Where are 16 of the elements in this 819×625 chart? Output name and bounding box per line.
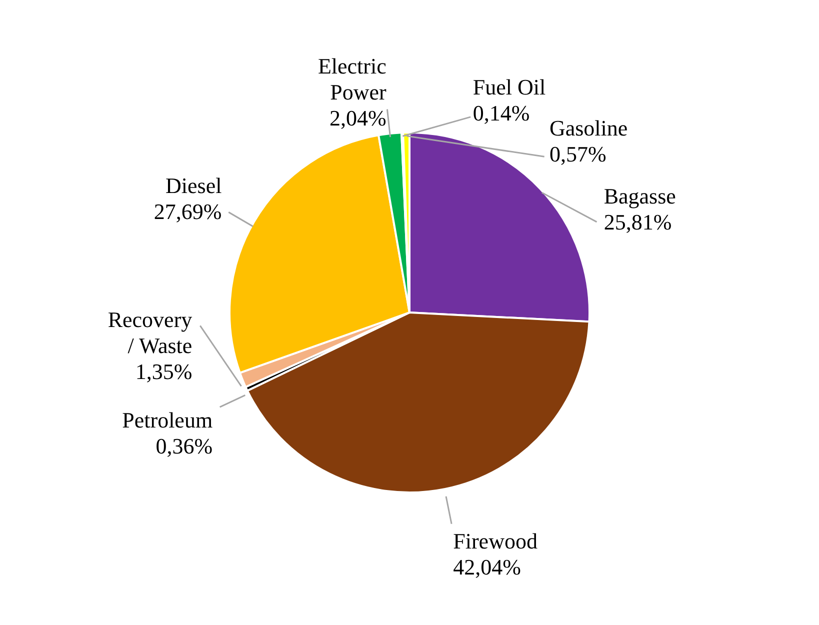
slice-label: Gasoline xyxy=(549,115,628,140)
slice-label: Diesel xyxy=(165,173,222,198)
data-label: 27,69% xyxy=(154,199,222,224)
slice-label: Petroleum xyxy=(122,407,213,432)
data-label: 0,57% xyxy=(549,141,606,166)
data-label: 2,04% xyxy=(330,105,386,130)
slice-label: Bagasse xyxy=(604,183,676,208)
data-label: 0,14% xyxy=(472,100,530,126)
slice-label: Firewood xyxy=(453,528,538,554)
data-label: 0,36% xyxy=(156,433,213,458)
data-label: 25,81% xyxy=(604,209,672,234)
data-label: 1,35% xyxy=(135,358,192,384)
slice-label: Electric Power xyxy=(318,53,388,104)
slice-label: Fuel Oil xyxy=(472,74,546,100)
data-label: 42,04% xyxy=(453,554,521,580)
slice-label: Recovery / Waste xyxy=(108,306,192,358)
